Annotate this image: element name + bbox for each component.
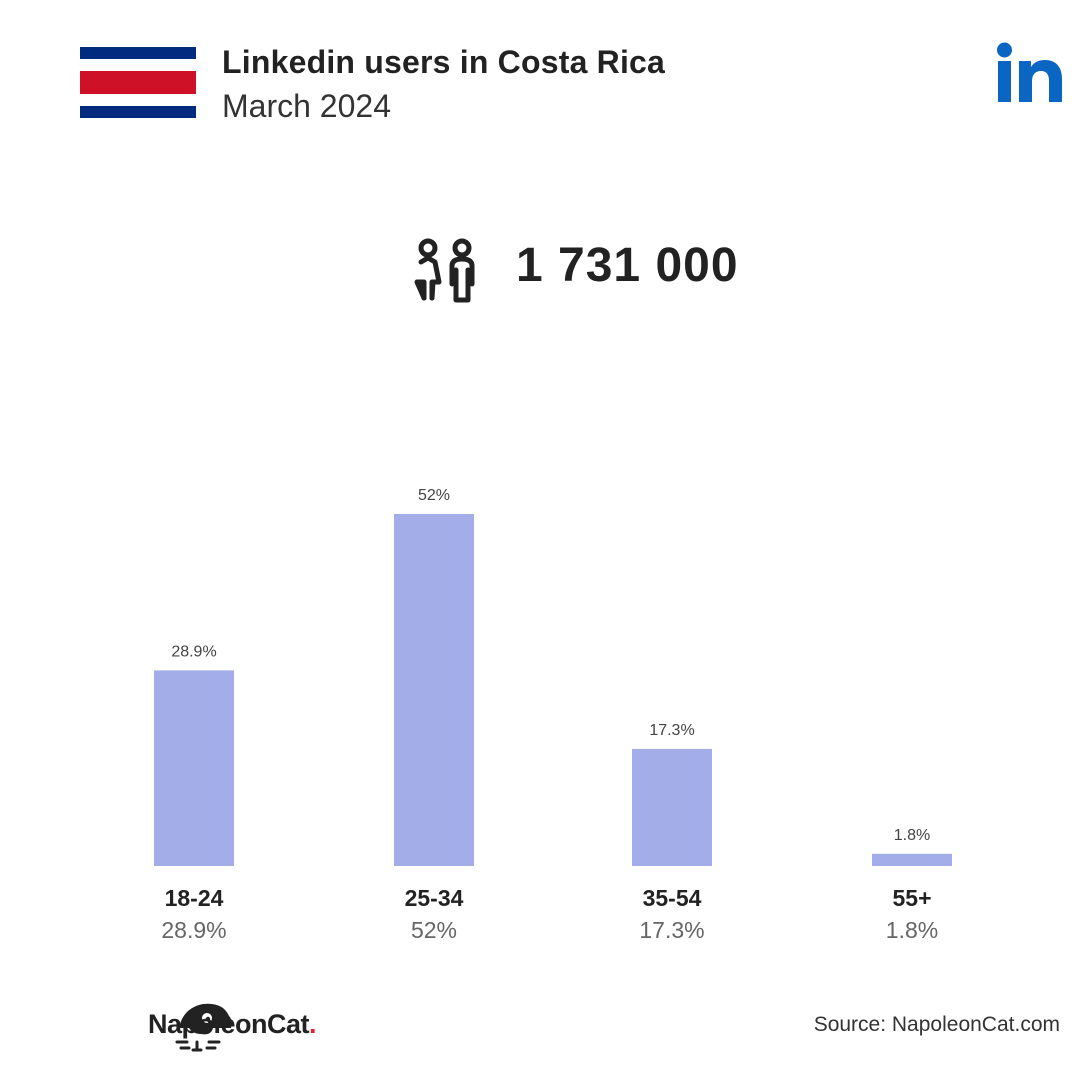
category-label: 18-24: [165, 885, 224, 911]
category-percentage: 17.3%: [639, 917, 704, 943]
linkedin-icon: [997, 42, 1062, 102]
category-percentage: 1.8%: [886, 917, 938, 943]
bar-value-label: 1.8%: [894, 827, 930, 844]
category-percentage: 28.9%: [161, 917, 226, 943]
total-users: 1 731 000: [516, 239, 739, 292]
source-text: Source: NapoleonCat.com: [813, 1013, 1060, 1036]
brand-dot: .: [309, 1009, 317, 1039]
bar-value-label: 52%: [418, 487, 450, 504]
bar-55+: [872, 853, 952, 866]
bar-25-34: [394, 514, 474, 866]
brand-name-text: NapoleonCat: [148, 1009, 310, 1039]
category-percentage: 52%: [411, 917, 457, 943]
bar-35-54: [632, 748, 712, 866]
page-subtitle: March 2024: [222, 88, 391, 124]
bar-18-24: [154, 670, 234, 866]
brand-name: NapoleonCat.: [148, 1009, 317, 1040]
costa-rica-flag: [80, 47, 196, 118]
category-label: 35-54: [643, 885, 702, 911]
category-label: 25-34: [405, 885, 464, 911]
users-icon: [414, 238, 475, 303]
napoleoncat-logo-icon: [175, 1003, 232, 1052]
category-label: 55+: [892, 885, 931, 911]
page-title: Linkedin users in Costa Rica: [222, 44, 666, 80]
bar-value-label: 17.3%: [649, 722, 694, 739]
bar-value-label: 28.9%: [171, 643, 216, 660]
